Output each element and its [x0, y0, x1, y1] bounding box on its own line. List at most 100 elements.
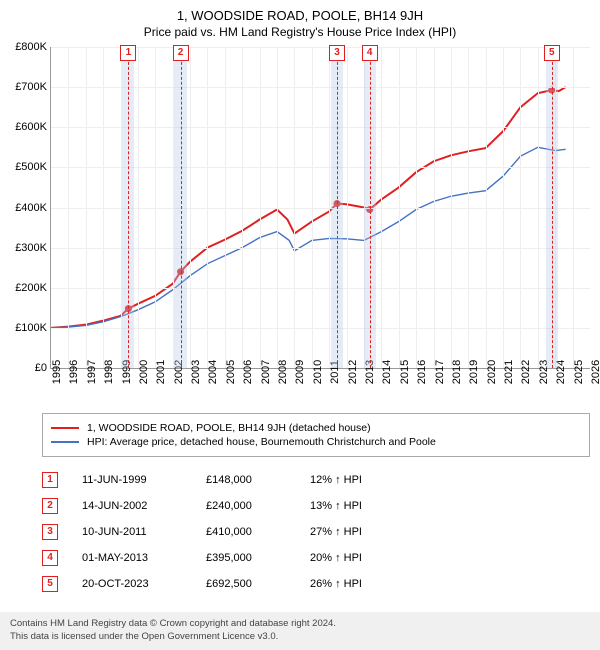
x-axis-label: 2009	[294, 360, 306, 384]
y-axis-label: £500K	[15, 161, 47, 173]
x-gridline	[190, 47, 191, 368]
transaction-dash	[337, 47, 338, 368]
transaction-date: 01-MAY-2013	[82, 552, 182, 564]
transaction-badge-small: 5	[42, 576, 58, 592]
x-axis-label: 2008	[277, 360, 289, 384]
x-axis-label: 2025	[573, 360, 585, 384]
x-axis-label: 2026	[590, 360, 600, 384]
x-axis-label: 2020	[486, 360, 498, 384]
x-gridline	[277, 47, 278, 368]
transaction-diff: 20% ↑ HPI	[310, 552, 410, 564]
legend-row: 1, WOODSIDE ROAD, POOLE, BH14 9JH (detac…	[51, 422, 581, 434]
x-axis-label: 2005	[225, 360, 237, 384]
legend-swatch-hpi	[51, 441, 79, 443]
transaction-date: 10-JUN-2011	[82, 526, 182, 538]
transaction-price: £148,000	[206, 474, 286, 486]
x-axis-label: 2012	[347, 360, 359, 384]
x-gridline	[381, 47, 382, 368]
x-axis-label: 2001	[155, 360, 167, 384]
x-gridline	[260, 47, 261, 368]
legend-label: 1, WOODSIDE ROAD, POOLE, BH14 9JH (detac…	[87, 422, 371, 434]
y-axis-label: £600K	[15, 121, 47, 133]
transaction-row: 111-JUN-1999£148,00012% ↑ HPI	[42, 467, 590, 493]
x-gridline	[503, 47, 504, 368]
transaction-dash	[552, 47, 553, 368]
x-gridline	[520, 47, 521, 368]
transaction-dash	[370, 47, 371, 368]
chart-subtitle: Price paid vs. HM Land Registry's House …	[10, 25, 590, 39]
transaction-dash	[181, 47, 182, 368]
x-axis-label: 2021	[503, 360, 515, 384]
transaction-date: 14-JUN-2002	[82, 500, 182, 512]
transaction-badge-small: 2	[42, 498, 58, 514]
plot-region: £0£100K£200K£300K£400K£500K£600K£700K£80…	[50, 47, 590, 369]
x-gridline	[538, 47, 539, 368]
transaction-diff: 13% ↑ HPI	[310, 500, 410, 512]
transaction-row: 2 14-JUN-2002 £240,000 13% ↑ HPI	[42, 493, 590, 519]
x-axis-label: 1995	[51, 360, 63, 384]
y-axis-label: £0	[35, 362, 47, 374]
x-gridline	[138, 47, 139, 368]
legend-swatch-property	[51, 427, 79, 429]
y-axis-label: £200K	[15, 282, 47, 294]
transaction-diff: 12% ↑ HPI	[310, 474, 410, 486]
y-axis-label: £400K	[15, 202, 47, 214]
transaction-badge-small: 3	[42, 524, 58, 540]
x-axis-label: 2016	[416, 360, 428, 384]
x-axis-label: 1997	[86, 360, 98, 384]
transaction-badge: 5	[544, 45, 560, 61]
x-gridline	[486, 47, 487, 368]
x-axis-label: 2019	[468, 360, 480, 384]
y-axis-label: £800K	[15, 41, 47, 53]
footer: Contains HM Land Registry data © Crown c…	[0, 612, 600, 650]
x-gridline	[68, 47, 69, 368]
y-axis-label: £700K	[15, 81, 47, 93]
x-axis-label: 2006	[242, 360, 254, 384]
transaction-badge: 3	[329, 45, 345, 61]
x-gridline	[103, 47, 104, 368]
transaction-badge: 2	[173, 45, 189, 61]
x-axis-label: 2010	[312, 360, 324, 384]
x-gridline	[155, 47, 156, 368]
transaction-diff: 26% ↑ HPI	[310, 578, 410, 590]
transaction-price: £240,000	[206, 500, 286, 512]
transaction-badge-small: 4	[42, 550, 58, 566]
legend-row: HPI: Average price, detached house, Bour…	[51, 436, 581, 448]
transaction-row: 310-JUN-2011£410,00027% ↑ HPI	[42, 519, 590, 545]
x-axis-label: 2000	[138, 360, 150, 384]
x-axis-label: 2003	[190, 360, 202, 384]
legend: 1, WOODSIDE ROAD, POOLE, BH14 9JH (detac…	[42, 413, 590, 457]
x-axis-label: 2014	[381, 360, 393, 384]
x-gridline	[86, 47, 87, 368]
transaction-badge: 4	[362, 45, 378, 61]
title-block: 1, WOODSIDE ROAD, POOLE, BH14 9JH Price …	[0, 0, 600, 43]
legend-label: HPI: Average price, detached house, Bour…	[87, 436, 436, 448]
x-axis-label: 2017	[434, 360, 446, 384]
x-gridline	[416, 47, 417, 368]
transaction-row: 520-OCT-2023£692,50026% ↑ HPI	[42, 571, 590, 597]
x-gridline	[207, 47, 208, 368]
x-gridline	[468, 47, 469, 368]
x-gridline	[399, 47, 400, 368]
transactions-table: 111-JUN-1999£148,00012% ↑ HPI214-JUN-200…	[42, 467, 590, 597]
y-axis-label: £300K	[15, 242, 47, 254]
x-gridline	[573, 47, 574, 368]
footer-line: This data is licensed under the Open Gov…	[10, 631, 590, 644]
transaction-price: £410,000	[206, 526, 286, 538]
x-axis-label: 2007	[260, 360, 272, 384]
transaction-badge: 1	[120, 45, 136, 61]
transaction-row: 4 01-MAY-2013 £395,000 20% ↑ HPI	[42, 545, 590, 571]
transaction-price: £395,000	[206, 552, 286, 564]
x-gridline	[312, 47, 313, 368]
transaction-badge-small: 1	[42, 472, 58, 488]
x-axis-label: 2004	[207, 360, 219, 384]
x-gridline	[434, 47, 435, 368]
transaction-dash	[128, 47, 129, 368]
x-gridline	[451, 47, 452, 368]
x-axis-label: 1996	[68, 360, 80, 384]
y-axis-label: £100K	[15, 322, 47, 334]
x-axis-label: 2015	[399, 360, 411, 384]
transaction-price: £692,500	[206, 578, 286, 590]
x-gridline	[242, 47, 243, 368]
x-gridline	[294, 47, 295, 368]
